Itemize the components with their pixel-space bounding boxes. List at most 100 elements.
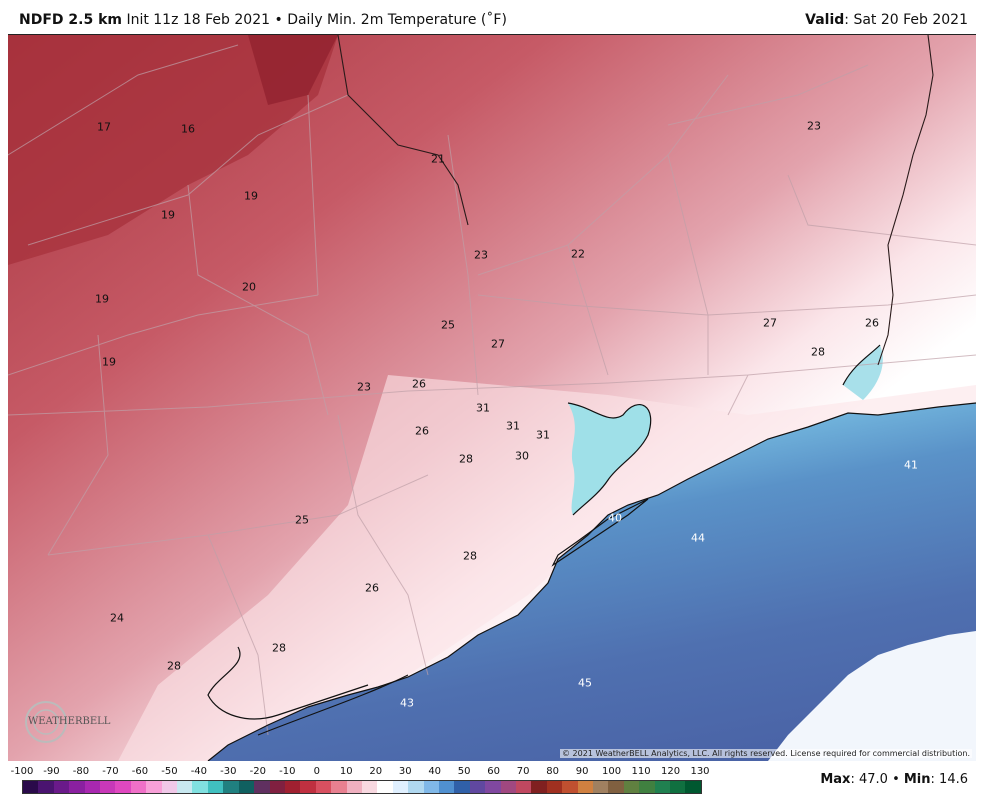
colorbar-segment [608,781,624,793]
galveston-bay [568,403,651,515]
colorbar-segment [500,781,516,793]
temperature-label: 45 [578,676,592,690]
borders [337,35,934,366]
colorbar-tick-label: 130 [690,766,710,777]
temperature-label: 19 [95,292,109,306]
color-legend: -100 -90 -80 -70 -60 -50 -40 -30 -20 -10 0 10 20 30 40… [0,762,984,808]
colorbar-segment [315,781,332,793]
colorbar-tick-label: 90 [575,766,589,777]
max-value: : 47.0 [850,772,888,787]
temperature-label: 28 [811,345,825,359]
colorbar-segment [254,781,270,793]
colorbar-tick-label: -60 [131,766,149,777]
colorbar-segment [438,781,455,793]
colorbar-segment [392,781,409,793]
colorbar-segment [115,781,131,793]
temperature-label: 43 [400,696,414,710]
temperature-label: 16 [181,122,195,136]
copyright-notice: © 2021 WeatherBELL Analytics, LLC. All r… [560,749,972,758]
temperature-label: 26 [415,424,429,438]
colorbar-segment [623,781,640,793]
colorbar-tick-label: -40 [190,766,208,777]
temperature-label: 19 [161,208,175,222]
valid-time: Valid: Sat 20 Feb 2021 [805,12,968,28]
colorbar-segment [69,781,85,793]
colorbar-tick-label: -100 [10,766,34,777]
temperature-label: 20 [242,280,256,294]
temperature-label: 31 [536,428,550,442]
colorbar-tick-label: -10 [279,766,296,777]
colorbar-segment [654,781,671,793]
temperature-label: 23 [474,248,488,262]
colorbar-segment [639,781,655,793]
colorbar-segment [562,781,578,793]
min-label: Min [903,772,931,787]
temperature-label: 41 [904,458,918,472]
temperature-label: 30 [515,449,529,463]
temperature-map: 17 16 21 23 19 19 23 22 20 19 25 27 27 26 28 19 23 26 31 31… [8,34,976,761]
colorbar-segment [177,781,193,793]
temperature-label: 19 [102,355,116,369]
temperature-label: 28 [167,659,181,673]
colorbar-segment [130,781,147,793]
colorbar-segment [284,781,301,793]
colorbar-segment [577,781,594,793]
colorbar-tick-label: 70 [516,766,530,777]
field-name: Daily Min. 2m Temperature (˚F) [287,12,507,28]
header-title: NDFD 2.5 km Init 11z 18 Feb 2021 • Daily… [19,12,507,28]
colorbar-segment [546,781,563,793]
colorbar-segment [670,781,686,793]
max-label: Max [820,772,851,787]
colorbar-segment [84,781,101,793]
colorbar-segment [408,781,424,793]
colorbar-tick-label: 0 [313,766,320,777]
no-data-area [768,631,976,761]
colorbar-tick-label: 80 [546,766,559,777]
colorbar-segment [685,781,701,793]
colorbar-segment [361,781,378,793]
temperature-label: 28 [272,641,286,655]
gulf-of-mexico [208,403,976,761]
temperature-label: 25 [295,513,309,527]
county-lines [8,44,976,736]
colorbar-tick-label: 10 [339,766,353,777]
temperature-label: 17 [97,120,111,134]
valid-label: Valid [805,12,845,28]
colorbar-segment [423,781,439,793]
temperature-label: 26 [365,581,379,595]
colorbar-segment [207,781,224,793]
colorbar-segment [100,781,116,793]
temperature-label: 24 [110,611,124,625]
weatherbell-logo: WEATHERBELL [22,698,110,746]
colorbar-segment [146,781,162,793]
map-header: NDFD 2.5 km Init 11z 18 Feb 2021 • Daily… [0,0,984,34]
logo-text: WEATHERBELL [28,716,111,727]
temperature-label: 28 [463,549,477,563]
colorbar-tick-label: 100 [602,766,622,777]
colorbar-tick-label: 20 [369,766,383,777]
max-min-readout: Max: 47.0 • Min: 14.6 [820,772,968,787]
maxmin-separator: • [892,772,900,787]
colorbar-tick-label: 50 [457,766,471,777]
colorbar-segment [593,781,609,793]
temperature-label: 22 [571,247,585,261]
colorbar-segment [38,781,54,793]
temperature-label: 19 [244,189,258,203]
colorbar-ticks: -100 -90 -80 -70 -60 -50 -40 -30 -20 -10 0 10 20 30 40… [0,766,984,780]
colorbar-segment [269,781,285,793]
colorbar-segment [469,781,486,793]
colorbar-segment [531,781,547,793]
colorbar-segment [192,781,208,793]
map-canvas [8,35,976,761]
temperature-label: 31 [506,419,520,433]
init-time: Init 11z 18 Feb 2021 [126,12,271,28]
temperature-label: 23 [357,380,371,394]
colorbar-tick-label: -80 [72,766,90,777]
colorbar-tick-label: -50 [161,766,178,777]
colorbar-segment [161,781,178,793]
header-separator: • [274,12,283,28]
colorbar-tick-label: 60 [487,766,501,777]
colorbar-segment [331,781,347,793]
temperature-label: 40 [608,511,622,525]
coastline [207,344,976,761]
